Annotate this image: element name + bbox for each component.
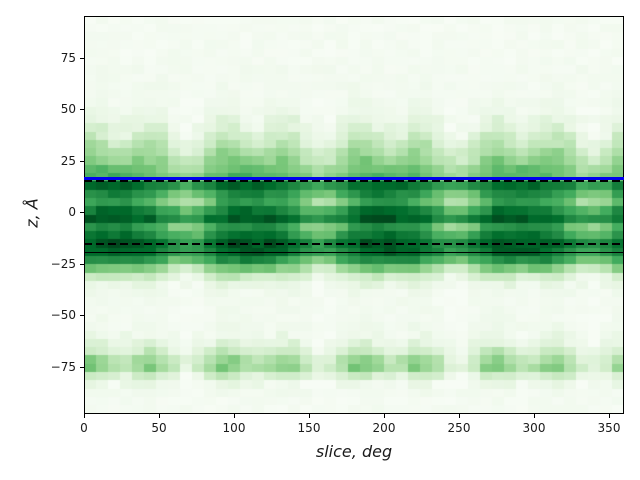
- x-tick-mark: [534, 414, 535, 418]
- y-axis-label: z, Å: [22, 198, 42, 228]
- x-tick-label: 300: [522, 421, 546, 435]
- x-tick-mark: [459, 414, 460, 418]
- y-tick-label: −25: [50, 256, 76, 271]
- x-tick-label: 250: [447, 421, 471, 435]
- y-tick-mark: [80, 212, 84, 214]
- x-tick-label: 100: [222, 421, 246, 435]
- y-tick-mark: [80, 263, 84, 265]
- y-tick-label: 0: [68, 205, 76, 220]
- x-tick-mark: [84, 414, 85, 418]
- blue-solid-line: [84, 177, 624, 181]
- y-tick-mark: [80, 315, 84, 317]
- y-tick-label: 50: [60, 102, 76, 117]
- y-tick-mark: [80, 366, 84, 368]
- y-tick-mark: [80, 109, 84, 111]
- x-tick-label: 150: [297, 421, 321, 435]
- x-tick-mark: [609, 414, 610, 418]
- x-tick-label: 350: [597, 421, 621, 435]
- x-tick-mark: [159, 414, 160, 418]
- y-tick-label: −50: [50, 308, 76, 323]
- x-axis-label: slice, deg: [315, 442, 393, 461]
- heatmap-canvas: [84, 16, 624, 414]
- x-tick-label: 200: [372, 421, 396, 435]
- x-tick-mark: [234, 414, 235, 418]
- lower-dashed-black-line: [84, 243, 624, 245]
- lower-solid-black-line: [84, 251, 624, 254]
- upper-dashed-black-line: [84, 179, 624, 182]
- y-tick-label: 25: [60, 153, 76, 168]
- y-tick-mark: [80, 57, 84, 59]
- y-tick-label: −75: [50, 359, 76, 374]
- y-tick-mark: [80, 160, 84, 162]
- x-tick-mark: [309, 414, 310, 418]
- x-tick-mark: [384, 414, 385, 418]
- x-tick-label: 0: [80, 421, 88, 435]
- x-tick-label: 50: [151, 421, 167, 435]
- y-tick-label: 75: [60, 50, 76, 65]
